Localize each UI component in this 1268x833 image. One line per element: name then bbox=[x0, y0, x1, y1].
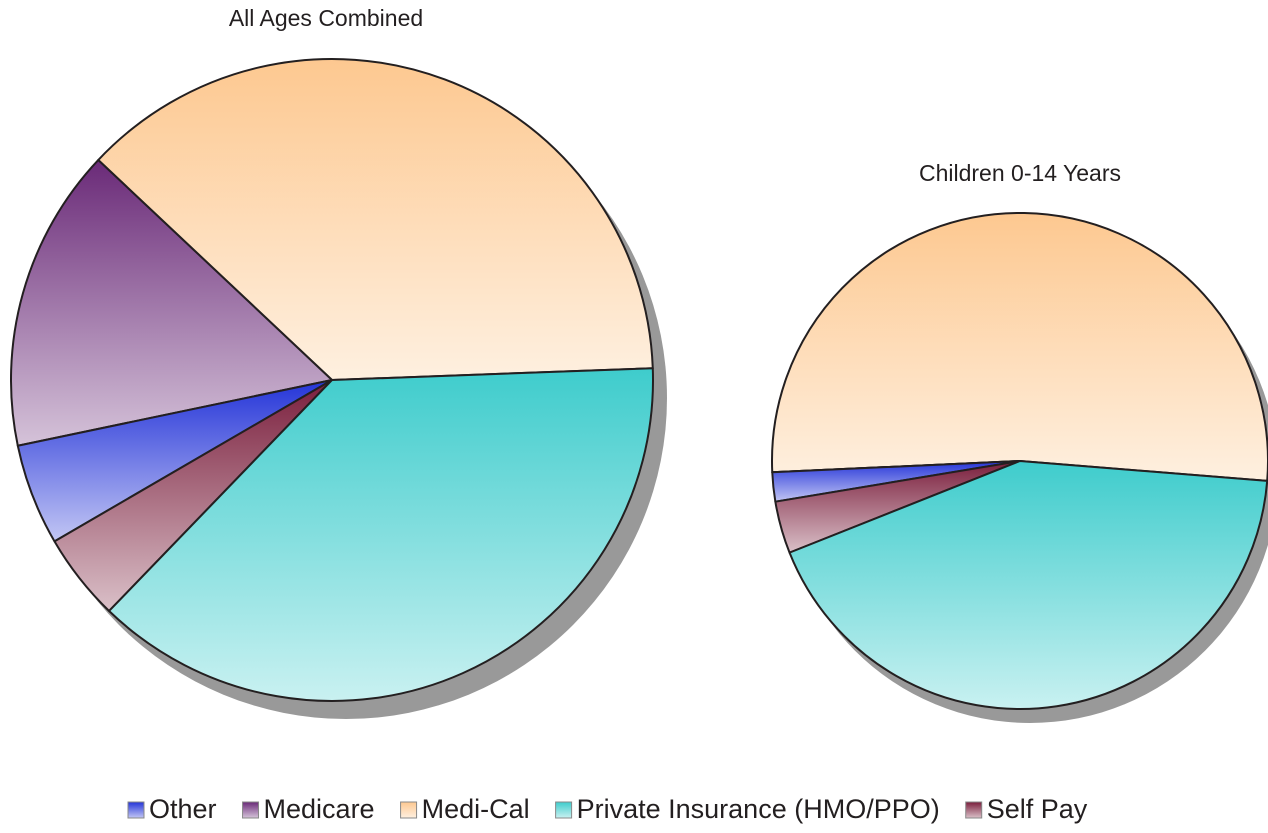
pie-slice bbox=[788, 460, 1268, 710]
legend-swatch bbox=[242, 801, 260, 819]
legend-swatch bbox=[965, 801, 983, 819]
legend-label: Medicare bbox=[264, 794, 375, 824]
chart-title: All Ages Combined bbox=[229, 5, 423, 31]
pie-slice bbox=[97, 58, 654, 381]
legend-label: Medi-Cal bbox=[422, 794, 530, 824]
chart-title: Children 0-14 Years bbox=[919, 160, 1121, 186]
legend-swatch bbox=[400, 801, 418, 819]
pie-slice bbox=[108, 367, 654, 702]
pie-slice bbox=[771, 212, 1268, 482]
legend-label: Other bbox=[149, 794, 217, 824]
legend-label: Private Insurance (HMO/PPO) bbox=[577, 794, 940, 824]
pie-slice bbox=[10, 159, 333, 447]
legend-swatch bbox=[127, 801, 145, 819]
legend-swatch bbox=[555, 801, 573, 819]
legend-label: Self Pay bbox=[987, 794, 1088, 824]
